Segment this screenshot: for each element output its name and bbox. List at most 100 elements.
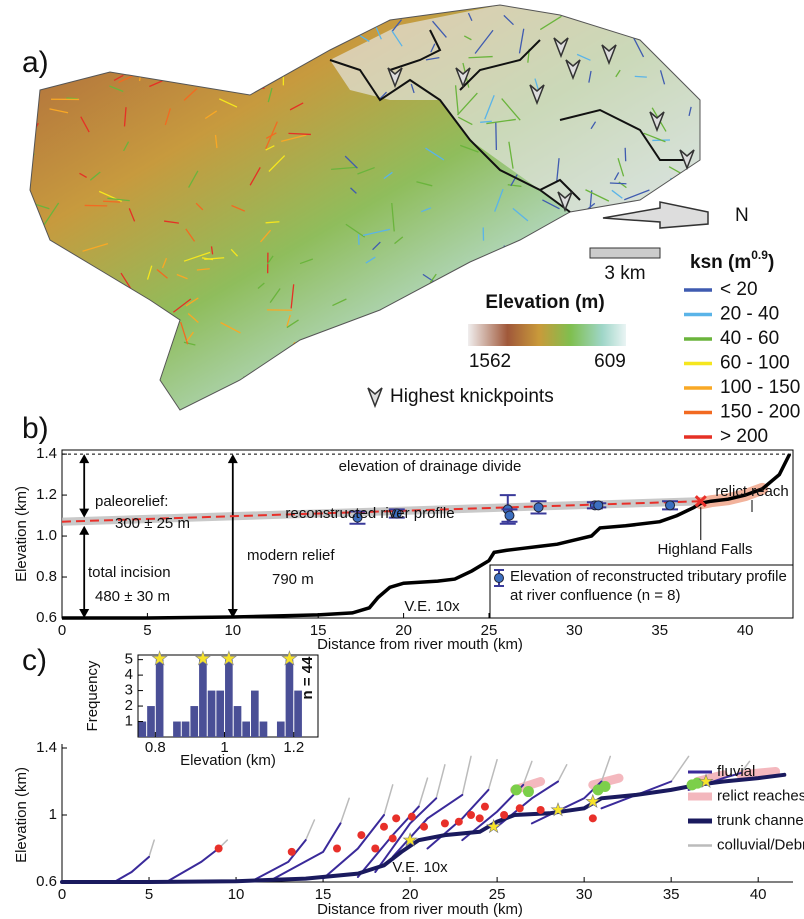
stream [661,45,676,55]
point-marker [536,805,545,814]
stream [422,298,444,310]
stream [290,284,295,309]
histogram-bar [242,721,250,737]
stream [177,55,192,59]
stream [163,220,179,224]
stream [613,172,620,181]
stream [494,188,504,212]
inset-y-label: Frequency [84,660,101,731]
point [533,502,544,513]
stream [615,69,621,78]
stream [420,299,444,319]
stream [660,8,678,14]
y-tick-label: 1.4 [36,739,57,756]
stream [670,177,695,194]
stream [115,300,142,307]
histogram-bar [173,721,181,737]
stream [588,70,592,83]
point-marker [287,847,296,856]
stream [156,268,168,279]
y-tick-label: 1.2 [36,486,57,503]
point [391,508,402,519]
stream [678,5,687,13]
stream [539,15,562,31]
stream [537,271,541,283]
stream [103,200,121,203]
stream [113,15,139,21]
histogram-bar [190,706,199,737]
stream [556,158,560,182]
star-marker [486,818,502,834]
legend-label: > 200 [720,426,768,447]
stream [663,330,679,341]
stream [289,102,304,111]
stream [161,257,168,269]
peak-star [194,650,211,666]
stream [257,51,269,73]
stream [260,229,272,243]
stream [344,155,358,169]
stream [499,320,513,324]
panel-label: a) [22,46,49,79]
legend-point [494,573,504,583]
point [593,500,604,511]
stream [602,220,610,240]
stream [183,341,196,346]
stream [391,30,403,47]
x-tick-label: 1 [220,739,228,756]
stream [284,46,287,66]
stream [355,5,363,22]
stream [363,404,372,408]
annotation: paleorelief: [95,493,168,510]
legend-label: relict reaches [717,787,804,804]
stream [230,248,239,257]
legend-box [489,564,794,619]
legend-text: Elevation of reconstructed tributary pro… [510,568,787,604]
stream [468,55,493,59]
x-tick-label: 35 [663,886,680,903]
stream [119,32,131,58]
stream [634,75,647,78]
x-tick-label: 30 [566,622,583,639]
elevation-colorbar [468,324,626,346]
stream [611,189,623,199]
stream [139,9,160,23]
y-tick-label: 0.6 [36,609,57,626]
point-marker [522,786,534,798]
stream [674,39,690,53]
stream [617,157,625,177]
stream [352,336,365,343]
x-tick-label: 5 [143,622,151,639]
stream [113,74,124,81]
stream [507,184,522,187]
histogram-bar [199,659,207,737]
y-tick-label: 0.8 [36,568,57,585]
stream [151,30,172,52]
x-tick-label: 25 [489,886,506,903]
y-tick-label: 1 [49,806,57,823]
stream [365,256,376,264]
stream [484,95,495,120]
x-tick-label: 20 [395,622,412,639]
stream [681,281,693,309]
y-tick-label: 1.4 [36,445,57,462]
divide-label: elevation of drainage divide [339,458,522,475]
ve-label: V.E. 10x [392,859,448,876]
histogram-bar [285,659,294,737]
stream [357,166,375,175]
stream [252,374,269,383]
stream [79,172,87,178]
stream [318,14,327,20]
elevation-max: 1562 [469,351,511,372]
histogram-bar [155,659,164,737]
stream [331,166,358,171]
stream [297,29,326,41]
stream [453,378,462,387]
annotation: modern relief [247,547,335,564]
scale-label: 3 km [604,263,645,284]
stream [378,91,388,100]
stream [391,202,395,232]
y-tick-label: 3 [125,682,133,699]
stream [269,288,281,304]
stream [659,70,666,85]
